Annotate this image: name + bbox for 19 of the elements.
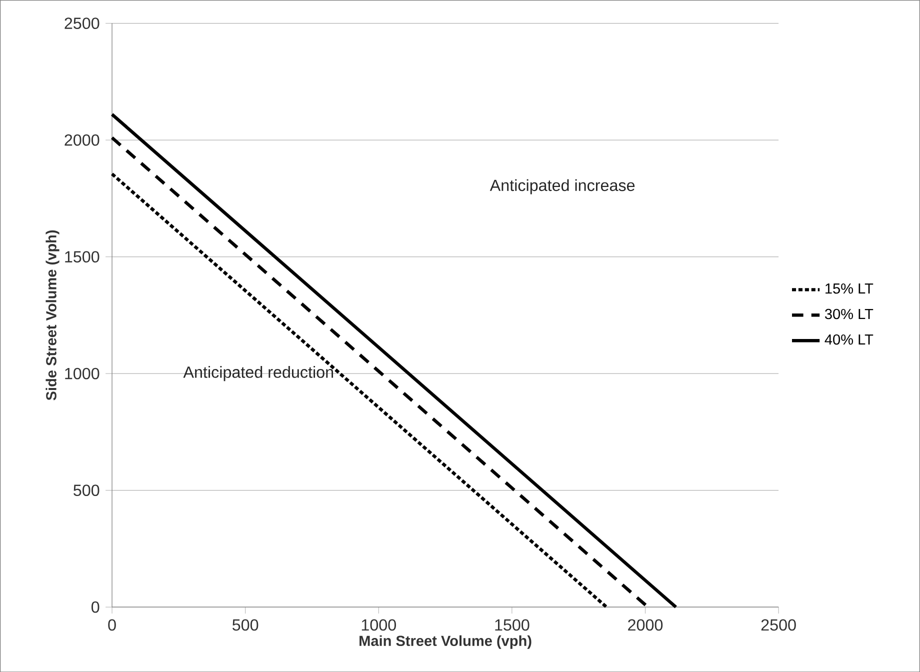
x-tick-label: 500 xyxy=(232,619,258,631)
annotation: Anticipated increase xyxy=(490,179,635,194)
y-axis-title: Side Street Volume (vph) xyxy=(46,230,60,400)
legend-label: 40% LT xyxy=(824,334,874,345)
annotation: Anticipated reduction xyxy=(183,366,334,381)
y-tick-label: 2000 xyxy=(64,134,100,146)
y-tick-label: 1500 xyxy=(65,250,100,262)
legend-label: 30% LT xyxy=(824,308,874,320)
x-tick-label: 2000 xyxy=(628,619,663,631)
x-tick-label: 0 xyxy=(108,619,116,631)
y-tick-label: 500 xyxy=(74,484,100,496)
x-tick-label: 2500 xyxy=(761,619,796,631)
x-tick-label: 1000 xyxy=(362,619,396,631)
x-tick-label: 1500 xyxy=(495,619,530,631)
y-tick-label: 1000 xyxy=(65,368,100,380)
y-tick-label: 2500 xyxy=(64,17,100,29)
x-axis-title: Main Street Volume (vph) xyxy=(360,635,532,649)
y-tick-label: 0 xyxy=(92,601,100,613)
legend-label: 15% LT xyxy=(826,283,874,294)
